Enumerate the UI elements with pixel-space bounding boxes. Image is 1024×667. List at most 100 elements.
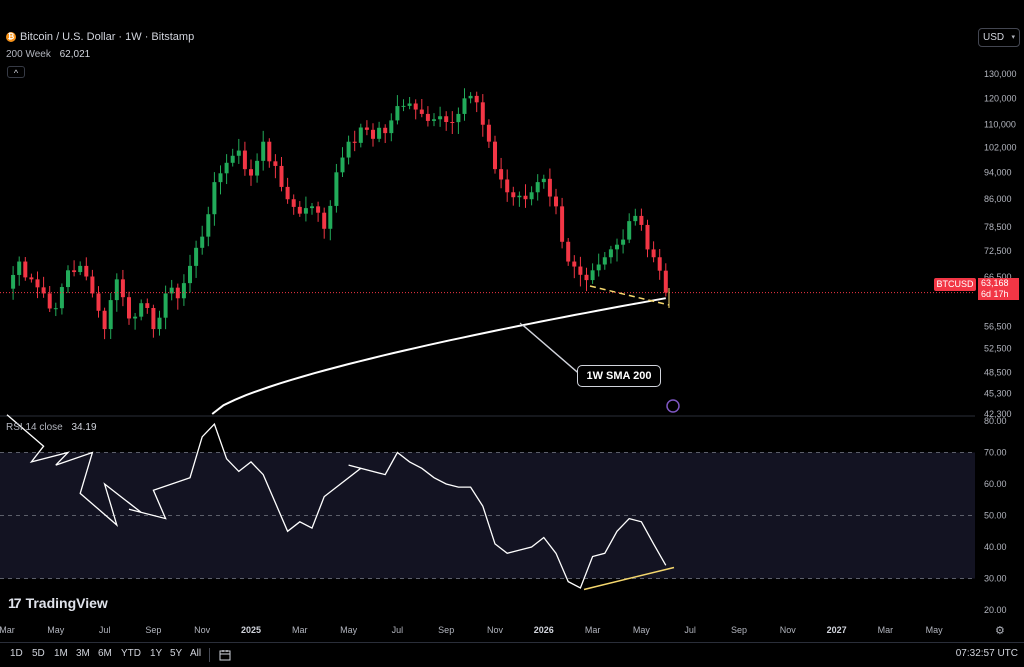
- range-button-1d[interactable]: 1D: [10, 648, 23, 659]
- candle-body: [627, 221, 632, 240]
- candle-body: [169, 287, 174, 294]
- candle-body: [114, 279, 119, 301]
- range-button-5d[interactable]: 5D: [32, 648, 45, 659]
- rsi-axis-tick: 20.00: [984, 605, 1007, 615]
- time-axis-tick: 2025: [240, 625, 262, 635]
- rsi-legend: RSI 14 close 34.19: [6, 422, 97, 433]
- candle-body: [480, 102, 485, 125]
- candle-body: [242, 150, 247, 170]
- price-axis-tick: 66,500: [984, 272, 1012, 282]
- time-axis-tick: Mar: [877, 625, 894, 635]
- time-axis-tick: Jul: [684, 625, 696, 635]
- candle-body: [53, 308, 58, 310]
- candle-body: [456, 113, 461, 123]
- bitcoin-logo-icon: ₿: [6, 32, 16, 42]
- time-axis-tick: Nov: [779, 625, 796, 635]
- candle-body: [383, 127, 388, 134]
- candle-body: [602, 257, 607, 265]
- range-button-5y[interactable]: 5Y: [170, 648, 183, 659]
- candle-body: [236, 150, 241, 156]
- range-button-1y[interactable]: 1Y: [150, 648, 163, 659]
- sma-annotation-label[interactable]: 1W SMA 200: [577, 365, 661, 387]
- utc-clock[interactable]: 07:32:57 UTC: [955, 648, 1018, 659]
- candle-body: [419, 109, 424, 114]
- candle-body: [291, 199, 296, 207]
- candle-body: [511, 192, 516, 198]
- price-axis-tick: 42,300: [984, 409, 1012, 419]
- candle-body: [35, 279, 40, 288]
- calendar-icon[interactable]: [219, 648, 231, 666]
- candle-body: [102, 310, 107, 330]
- range-button-ytd[interactable]: YTD: [121, 648, 141, 659]
- currency-dropdown[interactable]: USD ▾: [978, 28, 1020, 47]
- candle-body: [218, 173, 223, 183]
- price-trendline: [589, 285, 670, 306]
- candle-body: [657, 257, 662, 271]
- price-axis-tick: 120,000: [984, 93, 1017, 103]
- tradingview-logo[interactable]: 17 TradingView: [8, 595, 108, 611]
- candle-body: [41, 287, 46, 294]
- candle-body: [493, 141, 497, 170]
- candle-body: [663, 270, 668, 293]
- candle-body: [413, 103, 418, 110]
- candle-body: [462, 98, 467, 114]
- price-axis-tick: 72,500: [984, 246, 1012, 256]
- candle-body: [535, 182, 540, 193]
- candle-body: [267, 141, 272, 162]
- candle-body: [84, 265, 89, 277]
- time-axis-tick: Jul: [391, 625, 404, 635]
- candle-body: [23, 261, 28, 278]
- time-axis-tick: Mar: [292, 625, 308, 635]
- candle-body: [200, 236, 205, 248]
- candle-body: [377, 127, 382, 139]
- candle-body: [72, 270, 77, 273]
- candle-body: [303, 208, 308, 214]
- candle-body: [572, 261, 577, 267]
- range-button-all[interactable]: All: [190, 648, 202, 659]
- price-axis-tick: 130,000: [984, 69, 1017, 79]
- range-button-1m[interactable]: 1M: [54, 648, 68, 659]
- sma-200-line: [211, 297, 666, 415]
- time-axis-tick: 2026: [533, 625, 554, 635]
- candle-body: [249, 169, 253, 176]
- range-button-3m[interactable]: 3M: [76, 648, 90, 659]
- candle-body: [578, 266, 583, 275]
- candle-body: [651, 249, 656, 258]
- last-price-label: 63,168: [978, 278, 1019, 289]
- candle-body: [438, 116, 443, 120]
- price-chart[interactable]: 130,000 120,000 110,000 102,000 94,000 86,000…: [0, 0, 1024, 642]
- time-axis-tick: Nov: [486, 625, 504, 635]
- candle-body: [285, 186, 290, 200]
- time-axis-tick: May: [632, 625, 650, 635]
- rsi-axis-tick: 70.00: [984, 448, 1007, 458]
- candle-body: [297, 206, 302, 214]
- rsi-trendline: [583, 566, 675, 591]
- candle-body: [334, 172, 339, 206]
- candle-body: [230, 155, 235, 163]
- price-axis-tick: 52,500: [984, 344, 1012, 354]
- time-axis-tick: Nov: [194, 625, 211, 635]
- sma-legend-value: 62,021: [59, 49, 91, 60]
- candle-body: [596, 264, 601, 271]
- range-button-6m[interactable]: 6M: [98, 648, 112, 659]
- collapse-legend-button[interactable]: ^: [7, 66, 25, 78]
- rsi-axis-tick: 60.00: [984, 479, 1007, 489]
- rsi-axis-tick: 40.00: [984, 542, 1007, 552]
- candle-body: [364, 127, 369, 130]
- candle-body: [96, 293, 101, 311]
- time-axis-tick: Mar: [0, 625, 15, 635]
- candle-body: [255, 160, 260, 176]
- price-axis-tick: 48,500: [984, 368, 1012, 378]
- currency-label: USD: [983, 32, 1005, 43]
- candle-body: [346, 141, 351, 158]
- candle-body: [47, 293, 52, 309]
- candle-body: [127, 297, 131, 319]
- time-axis-tick: May: [340, 625, 358, 635]
- candle-body: [181, 283, 186, 299]
- gear-icon[interactable]: ⚙: [995, 625, 1005, 637]
- rsi-axis-tick: 80.00: [984, 416, 1007, 426]
- rsi-axis-tick: 50.00: [984, 511, 1007, 521]
- candle-body: [352, 141, 357, 143]
- candle-body: [358, 127, 363, 143]
- candle-body: [541, 178, 546, 183]
